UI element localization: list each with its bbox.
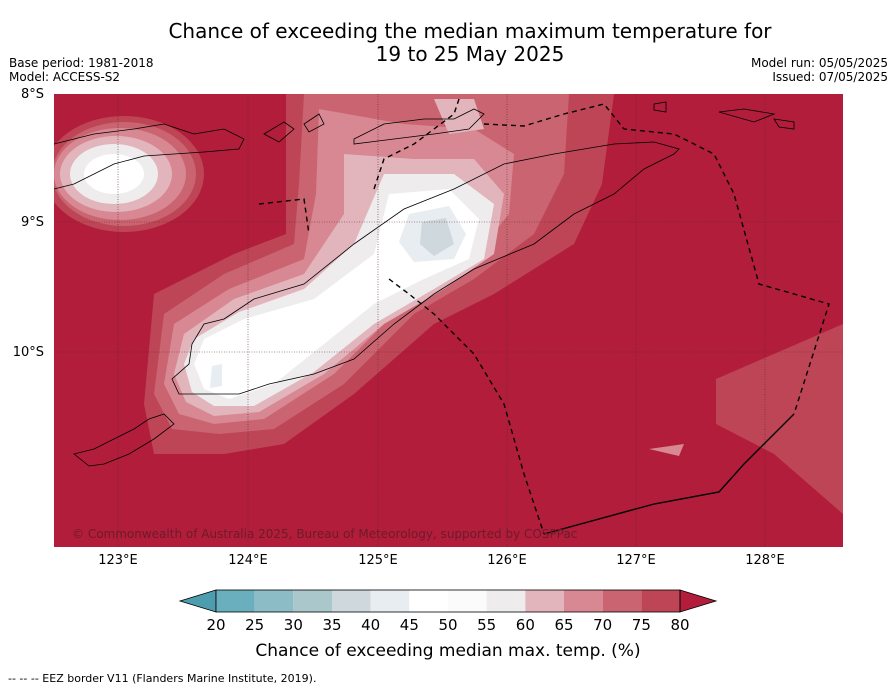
colorbar-cell — [409, 590, 448, 612]
graticule — [54, 94, 843, 547]
colorbar-extend-high — [679, 589, 718, 613]
colorbar-tick-label: 20 — [206, 616, 225, 634]
wetar-coast — [353, 108, 485, 145]
eez-dashed — [258, 98, 830, 535]
title-line-1: Chance of exceeding the median maximum t… — [168, 19, 772, 43]
rote-savu-coast — [73, 413, 175, 467]
colorbar-cell — [602, 590, 642, 612]
lon-label-128e: 128°E — [745, 553, 785, 568]
lat-label-10s: 10°S — [12, 345, 44, 360]
colorbar-tick-label: 30 — [284, 616, 303, 634]
colorbar-tick-label: 65 — [554, 616, 573, 634]
eez-solid — [543, 413, 795, 535]
colorbar-label: Chance of exceeding median max. temp. (%… — [255, 641, 641, 661]
colorbar-tick-label: 55 — [477, 616, 496, 634]
lon-label-123e: 123°E — [98, 553, 138, 568]
timor-island-coast — [171, 141, 680, 395]
alor-flores-coast — [54, 123, 245, 190]
colorbar-tick-label: 45 — [400, 616, 419, 634]
map-panel — [54, 94, 843, 547]
colorbar-cell — [641, 590, 680, 612]
east-patch — [716, 324, 843, 514]
colorbar-cell — [448, 590, 487, 612]
model-run: Model run: 05/05/2025 — [750, 56, 888, 70]
contour-40 — [420, 218, 454, 256]
issued-date: Issued: 07/05/2025 — [772, 70, 888, 84]
lon-label-127e: 127°E — [616, 553, 656, 568]
lat-label-9s: 9°S — [20, 215, 44, 230]
colorbar: 20 25 30 35 40 45 50 55 60 65 70 75 80 — [178, 589, 718, 634]
copyright-notice: © Commonwealth of Australia 2025, Bureau… — [72, 527, 578, 541]
colorbar-tick-label: 75 — [632, 616, 651, 634]
colorbar-cell — [216, 590, 255, 612]
meta-right: Model run: 05/05/2025 Issued: 07/05/2025 — [751, 56, 888, 84]
colorbar-tick-label: 60 — [516, 616, 535, 634]
meta-left: Base period: 1981-2018 Model: ACCESS-S2 — [9, 56, 154, 84]
colorbar-cell — [370, 590, 410, 612]
colorbar-cell — [486, 590, 526, 612]
title-line-2: 19 to 25 May 2025 — [375, 42, 565, 66]
model-name: Model: ACCESS-S2 — [9, 70, 121, 84]
colorbar-tick-label: 80 — [670, 616, 689, 634]
colorbar-tick-label: 25 — [245, 616, 264, 634]
colorbar-cell — [525, 590, 564, 612]
colorbar-extend-low — [178, 589, 217, 613]
lon-label-126e: 126°E — [487, 553, 527, 568]
lon-label-124e: 124°E — [228, 553, 268, 568]
lat-label-8s: 8°S — [20, 87, 44, 102]
eez-border — [258, 98, 830, 535]
colorbar-cell — [293, 590, 332, 612]
colorbar-cell — [332, 590, 371, 612]
colorbar-cell — [564, 590, 603, 612]
islands-north — [263, 101, 795, 143]
colorbar-cell — [254, 590, 294, 612]
lon-label-125e: 125°E — [358, 553, 398, 568]
map-title: Chance of exceeding the median maximum t… — [100, 20, 840, 66]
colorbar-tick-label: 35 — [322, 616, 341, 634]
coastlines — [54, 101, 795, 467]
colorbar-tick-label: 40 — [361, 616, 380, 634]
colorbar-tick-label: 70 — [593, 616, 612, 634]
colorbar-outline — [215, 589, 681, 613]
eez-source-footer: -- -- -- EEZ border V11 (Flanders Marine… — [8, 672, 317, 685]
base-period: Base period: 1981-2018 — [9, 56, 154, 70]
colorbar-tick-label: 50 — [438, 616, 457, 634]
